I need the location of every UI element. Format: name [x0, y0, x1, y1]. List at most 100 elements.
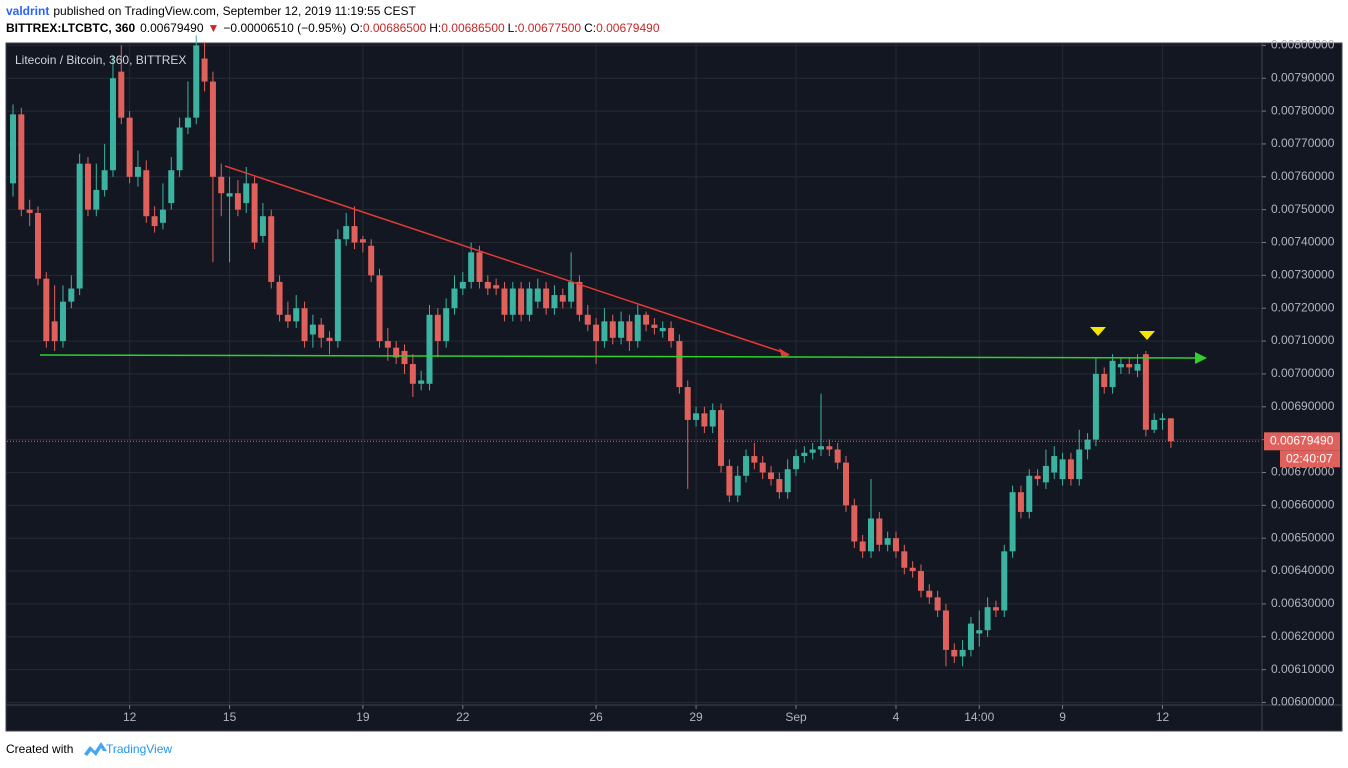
- y-tick-label: 0.00710000: [1271, 333, 1335, 347]
- candle-body: [609, 321, 616, 338]
- footer-created: Created with: [6, 742, 73, 756]
- candle-body: [176, 127, 183, 171]
- published: published on TradingView.com, September …: [53, 4, 416, 18]
- candle-body: [859, 541, 866, 552]
- candle-body: [209, 81, 216, 177]
- y-tick-label: 0.00600000: [1271, 695, 1335, 709]
- logo: [84, 742, 107, 756]
- candle-body: [434, 314, 441, 342]
- candle-body: [1076, 449, 1083, 480]
- candle-body: [284, 314, 291, 322]
- candle-body: [959, 649, 966, 657]
- x-tick-label: 12: [1156, 710, 1170, 724]
- candle-body: [159, 209, 166, 223]
- candle-body: [251, 183, 258, 243]
- candle-body: [459, 281, 466, 289]
- candle-body: [676, 341, 683, 388]
- arrow: ▼: [208, 21, 220, 35]
- candle-body: [884, 538, 891, 545]
- h-label: H:: [429, 21, 441, 35]
- candle-body: [43, 278, 50, 342]
- candle-body: [942, 610, 949, 650]
- candle-body: [34, 212, 41, 279]
- candle-body: [1009, 492, 1016, 552]
- candle-body: [576, 281, 583, 315]
- candle-body: [843, 462, 849, 506]
- y-tick-label: 0.00650000: [1271, 530, 1335, 544]
- candle-body: [501, 288, 508, 315]
- candle-body: [376, 275, 383, 342]
- candle-body: [1059, 459, 1066, 480]
- candle-body: [801, 452, 808, 457]
- candle-body: [776, 479, 783, 493]
- y-tick-label: 0.00730000: [1271, 268, 1335, 282]
- candle-body: [401, 350, 408, 365]
- candle-body: [68, 288, 75, 302]
- author[interactable]: valdrint: [6, 4, 49, 18]
- candle-body: [1026, 475, 1033, 512]
- candle-body: [1101, 373, 1108, 388]
- candle-body: [134, 166, 141, 177]
- trend-line[interactable]: [224, 165, 789, 355]
- candle-body: [934, 597, 941, 611]
- top-marker: [1139, 331, 1155, 340]
- y-tick-label: 0.00750000: [1271, 202, 1335, 216]
- candle-body: [759, 462, 766, 473]
- candle-body: [243, 183, 250, 204]
- y-tick-label: 0.00740000: [1271, 235, 1335, 249]
- candle-body: [26, 209, 33, 213]
- candle-body: [109, 78, 116, 171]
- candle-body: [909, 567, 916, 572]
- candle-body: [1084, 439, 1091, 450]
- candle-body: [76, 163, 83, 289]
- candle-body: [734, 475, 741, 496]
- candle-body: [309, 324, 316, 335]
- x-tick-label: 4: [893, 710, 900, 724]
- overlay: 0.00679490 02:40:07: [7, 432, 1340, 468]
- candle-body: [992, 607, 999, 611]
- candle-body: [343, 226, 350, 240]
- candle-body: [184, 117, 191, 128]
- candle-body: [409, 364, 416, 384]
- candle-body: [917, 571, 924, 591]
- change: −0.00006510 (−0.95%): [223, 21, 346, 35]
- trend-arrow-head: [779, 348, 790, 358]
- x-tick-label: 15: [223, 710, 237, 724]
- candle-body: [568, 281, 575, 302]
- candle-body: [126, 117, 133, 177]
- candle-body: [1117, 364, 1124, 368]
- candle-body: [84, 163, 91, 210]
- candle-body: [334, 239, 341, 342]
- candle-body: [293, 308, 300, 322]
- candle-body: [784, 469, 791, 493]
- support-line[interactable]: [39, 354, 1205, 359]
- candle-body: [809, 449, 816, 453]
- candle-body: [726, 465, 733, 496]
- x-tick-label: 29: [689, 710, 703, 724]
- candle-body: [151, 216, 158, 227]
- candle-body: [709, 410, 716, 427]
- candle-body: [443, 308, 450, 342]
- candle-body: [593, 324, 600, 342]
- candle-body: [876, 518, 883, 545]
- footer-brand[interactable]: TradingView: [106, 742, 172, 756]
- candle-body: [193, 45, 200, 118]
- candle-body: [559, 295, 566, 302]
- candle-body: [326, 337, 333, 342]
- candle-body: [818, 446, 825, 450]
- candle-body: [51, 321, 58, 342]
- candle-body: [601, 321, 608, 342]
- candle-body: [93, 189, 100, 210]
- header-line-2: BITTREX:LTCBTC, 360 0.00679490 ▼ −0.0000651…: [6, 21, 660, 35]
- y-tick-label: 0.00800000: [1271, 38, 1335, 52]
- y-tick-label: 0.00670000: [1271, 465, 1335, 479]
- candle-body: [1167, 418, 1174, 442]
- candle-body: [168, 170, 175, 204]
- candle-body: [276, 281, 283, 315]
- candle-body: [484, 281, 491, 289]
- candle-body: [1126, 364, 1133, 368]
- candle-body: [59, 301, 66, 342]
- candle-body: [768, 472, 775, 480]
- y-tick-label: 0.00620000: [1271, 629, 1335, 643]
- x-tick-label: 19: [356, 710, 370, 724]
